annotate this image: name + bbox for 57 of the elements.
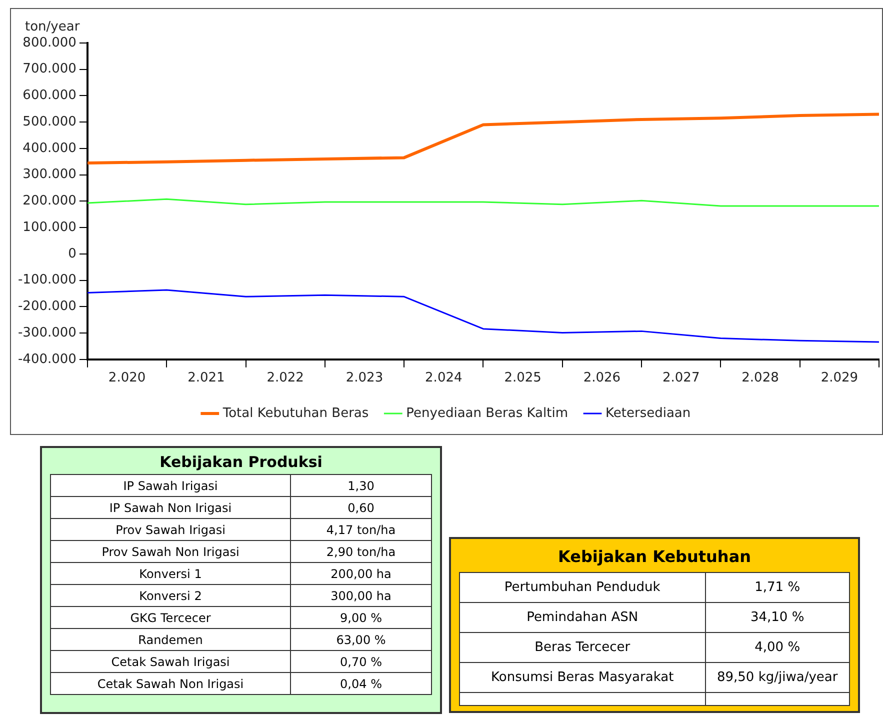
text: Prov Sawah Irigasi [50,518,291,540]
text: 1,71 % [705,572,850,602]
y-tick-label: 300.000 [22,167,76,182]
text: Konsumsi Beras Masyarakat [460,662,706,692]
text: Prov Sawah Non Irigasi [50,540,291,562]
text: 63,00 % [290,628,432,650]
y-tick-label: 800.000 [22,35,76,50]
text: 0,60 [290,496,432,518]
text: 89,50 kg/jiwa/year [705,662,850,692]
text: IP Sawah Non Irigasi [50,496,291,518]
x-tick-label: 2.026 [583,370,621,386]
text: Randemen [50,628,291,650]
x-tick-label: 2.029 [820,370,858,386]
legend-label: Penyediaan Beras Kaltim [406,406,568,421]
x-tick-label: 2.023 [346,370,384,386]
text: 2,90 ton/ha [290,540,432,562]
text: 4,00 % [705,632,850,662]
x-tick-label: 2.025 [504,370,542,386]
y-tick-label: -300.000 [18,325,76,340]
y-axis-title: ton/year [25,19,80,34]
text: 200,00 ha [290,562,432,584]
x-tick-label: 2.022 [266,370,304,386]
text: Cetak Sawah Irigasi [50,650,291,672]
text: 0,04 % [290,672,432,694]
legend-label: Ketersediaan [606,406,691,421]
text: 34,10 % [705,602,850,632]
text: 300,00 ha [290,584,432,606]
y-tick-label: -100.000 [18,272,76,288]
text: IP Sawah Irigasi [50,474,291,496]
y-tick-label: 400.000 [22,140,76,156]
y-tick-label: 600.000 [22,88,76,104]
y-tick-label: -200.000 [18,299,76,314]
text: 0,70 % [290,650,432,672]
y-tick-label: 0 [68,246,76,262]
y-tick-label: 700.000 [22,62,76,77]
x-tick-label: 2.020 [108,370,146,386]
text: Kebijakan Kebutuhan [556,546,752,568]
legend-label: Total Kebutuhan Beras [222,406,369,421]
y-tick-label: 500.000 [22,114,76,130]
text: 9,00 % [290,606,432,628]
text: Pertumbuhan Penduduk [460,572,706,602]
x-tick-label: 2.027 [662,370,700,386]
y-tick-label: -400.000 [18,352,76,367]
x-tick-label: 2.028 [742,370,779,386]
text: Beras Tercecer [460,632,706,662]
text: Cetak Sawah Non Irigasi [50,672,291,694]
text: Konversi 1 [50,562,291,584]
text: Kebijakan Produksi [158,452,324,473]
text: Konversi 2 [50,584,291,606]
y-tick-label: 100.000 [22,220,76,235]
text: Pemindahan ASN [460,602,706,632]
y-tick-label: 200.000 [22,194,76,209]
text: 4,17 ton/ha [290,518,432,540]
x-tick-label: 2.024 [425,370,462,386]
text: GKG Tercecer [50,606,291,628]
x-tick-label: 2.021 [188,370,225,386]
text: 1,30 [290,474,432,496]
